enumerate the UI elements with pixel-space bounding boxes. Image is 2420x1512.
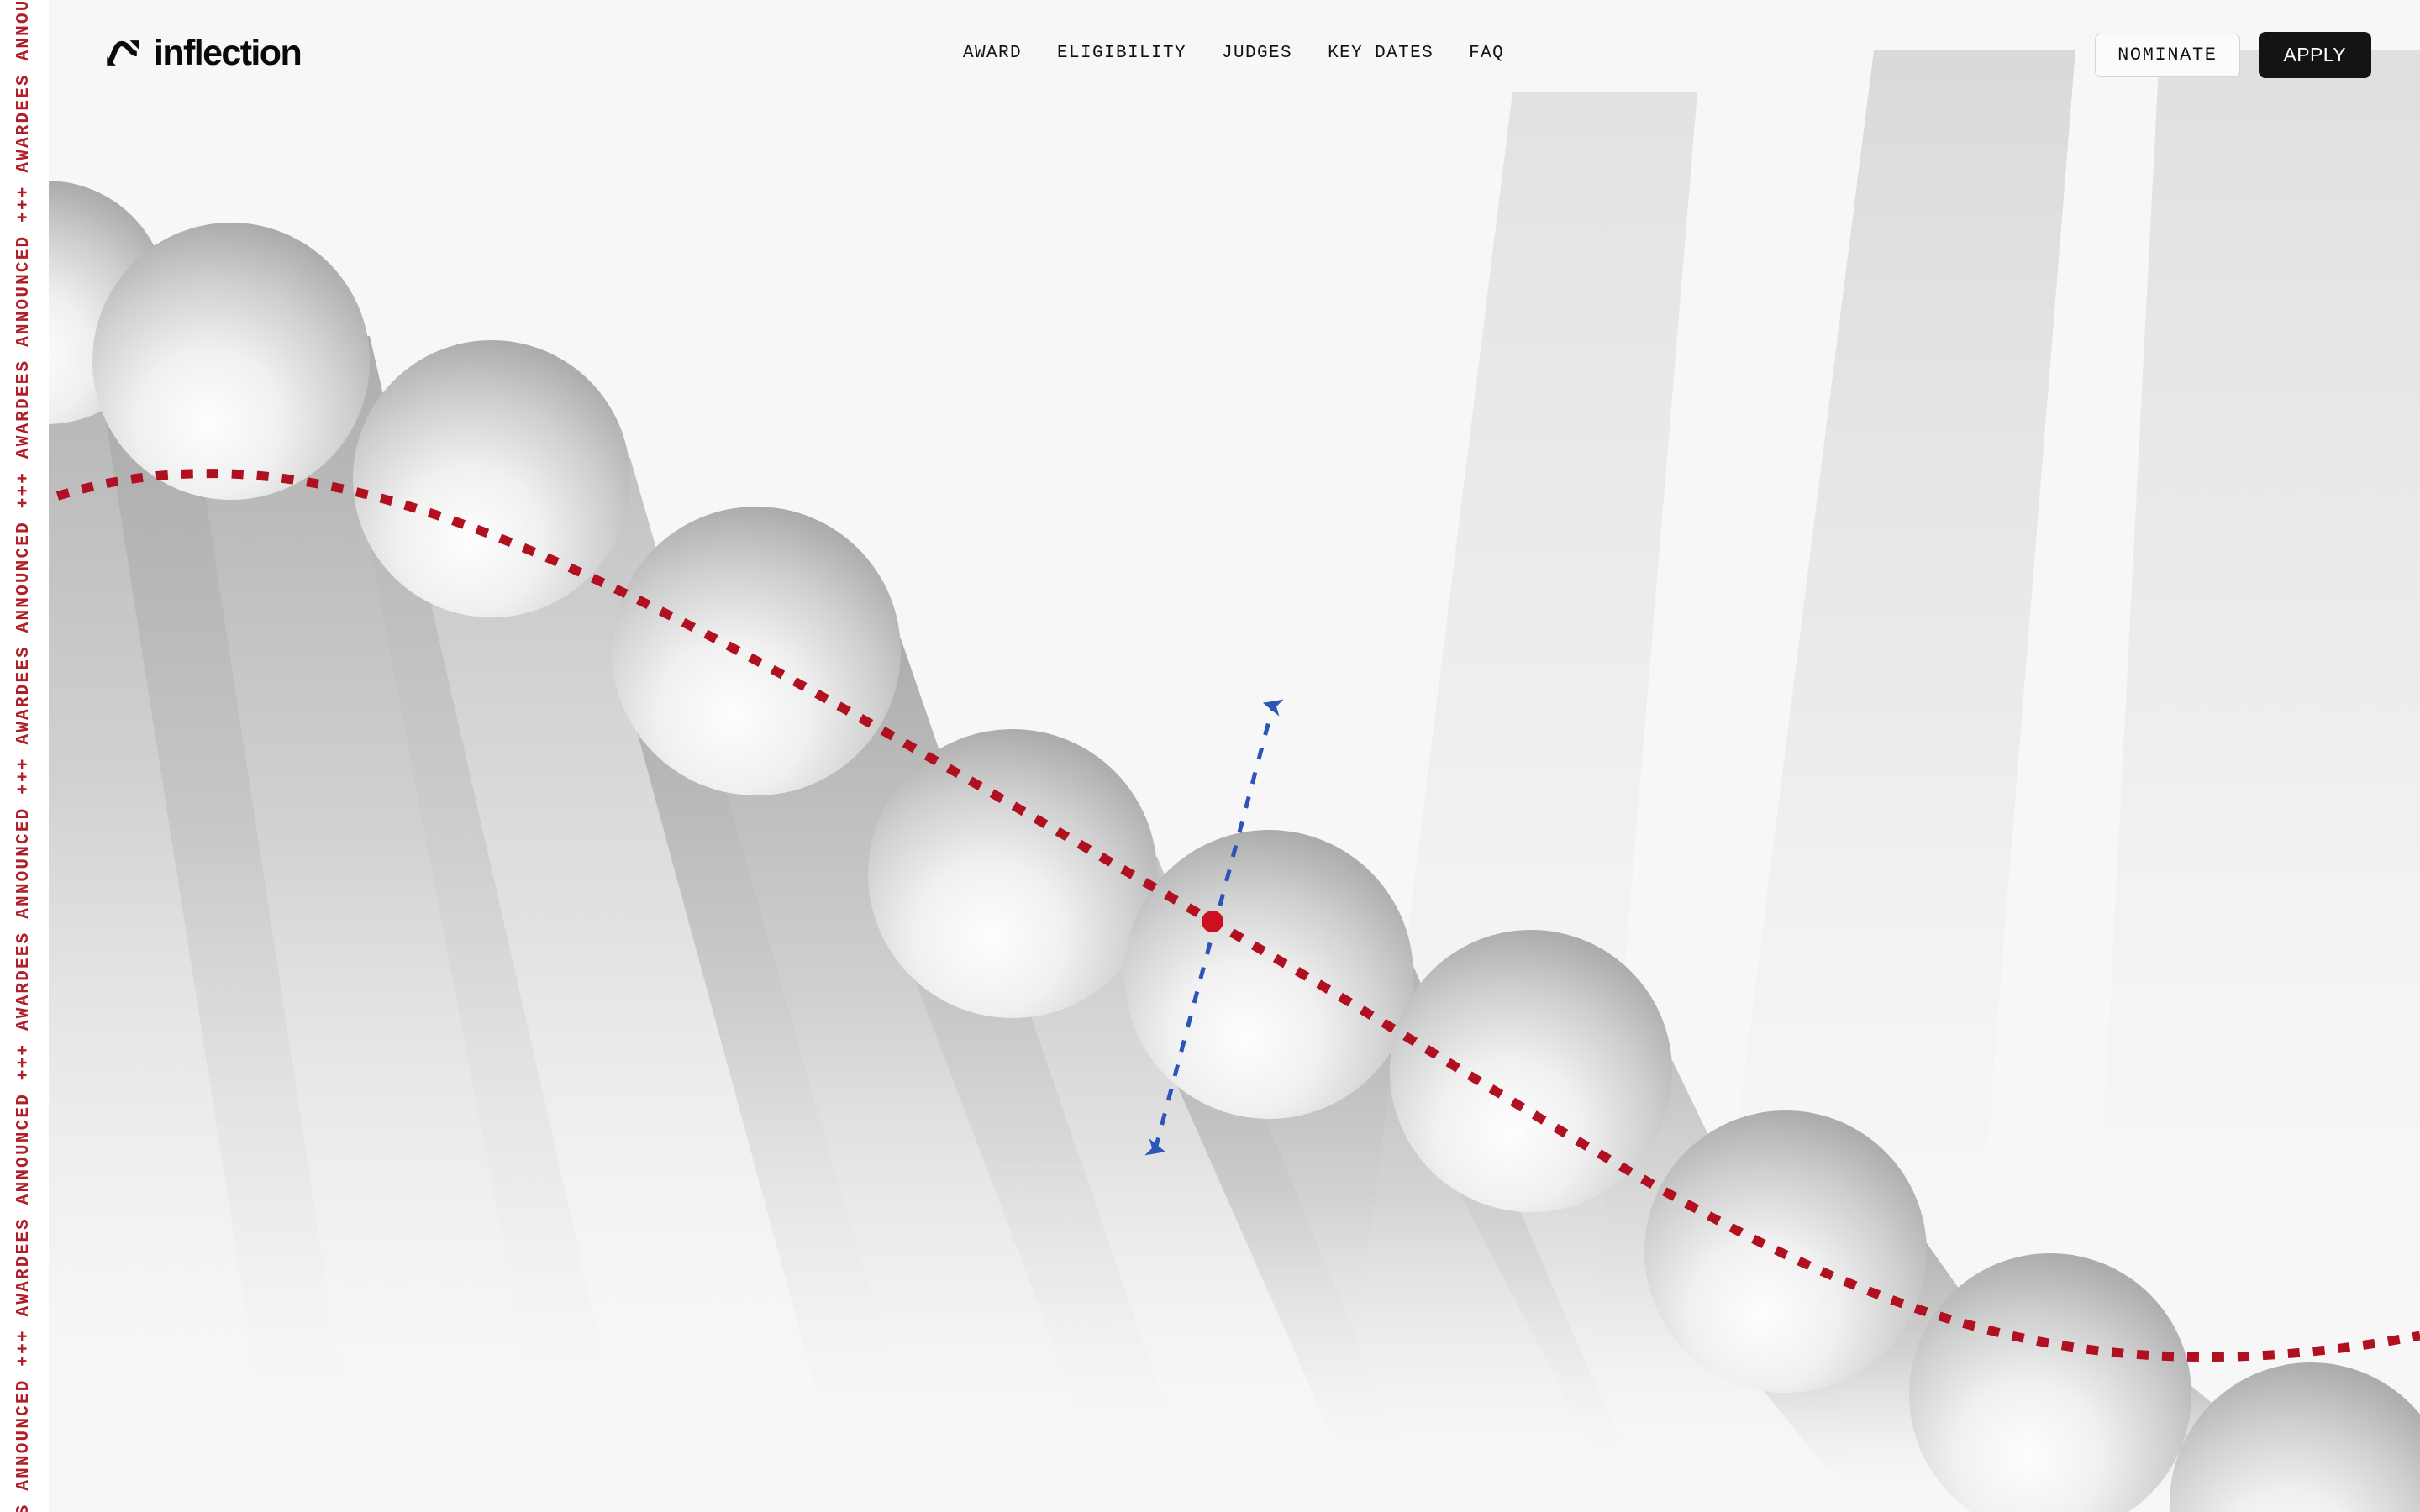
nav-item-eligibility[interactable]: ELIGIBILITY [1057, 44, 1187, 63]
sphere [92, 223, 370, 500]
apply-button[interactable]: APPLY [2258, 32, 2371, 78]
announcement-ticker-rail: AWARDEES ANNOUNCED +++ AWARDEES ANNOUNCE… [0, 0, 49, 1512]
sphere [1909, 1253, 2191, 1512]
sphere [612, 507, 901, 795]
sphere [353, 340, 630, 617]
sphere [2170, 1362, 2420, 1512]
header-actions: NOMINATE APPLY [2095, 32, 2371, 78]
site-header: inflection AWARD ELIGIBILITY JUDGES KEY … [49, 0, 2420, 118]
ticker-track: AWARDEES ANNOUNCED +++ AWARDEES ANNOUNCE… [0, 0, 49, 1512]
main-navigation: AWARD ELIGIBILITY JUDGES KEY DATES FAQ [963, 44, 1504, 63]
nav-item-faq[interactable]: FAQ [1469, 44, 1505, 63]
brand-logo[interactable]: inflection [103, 32, 302, 73]
inflection-curve-mark-icon [107, 40, 139, 66]
brand-name: inflection [154, 32, 302, 73]
inflection-point-dot [1202, 911, 1223, 932]
sphere [868, 729, 1157, 1018]
sphere [1124, 830, 1413, 1119]
nav-item-key-dates[interactable]: KEY DATES [1328, 44, 1434, 63]
nav-item-judges[interactable]: JUDGES [1222, 44, 1293, 63]
ticker-text: AWARDEES ANNOUNCED +++ AWARDEES ANNOUNCE… [14, 0, 34, 1512]
nominate-button[interactable]: NOMINATE [2095, 33, 2240, 77]
nav-item-award[interactable]: AWARD [963, 44, 1023, 63]
sphere [1390, 930, 1672, 1212]
